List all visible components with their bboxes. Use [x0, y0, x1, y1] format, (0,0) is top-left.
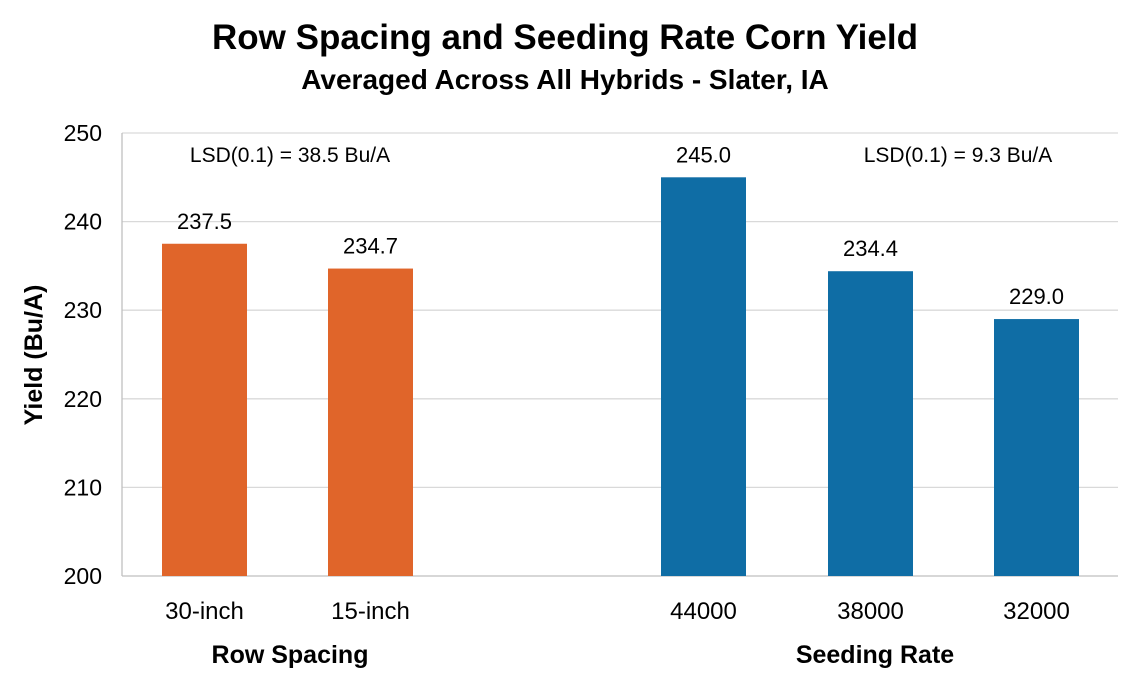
y-tick-label: 240: [64, 209, 102, 235]
labels: LSD(0.1) = 38.5 Bu/A Row Spacing 237.5 30-i…: [165, 142, 1070, 669]
x-tick-label: 32000: [1003, 598, 1070, 625]
bar: [661, 177, 746, 577]
y-tick-label: 200: [64, 563, 102, 589]
group-axis-title: Seeding Rate: [796, 641, 954, 669]
x-tick-label: 38000: [837, 598, 904, 625]
data-label: 234.7: [343, 234, 398, 259]
x-tick-label: 44000: [670, 598, 737, 625]
group-axis-title: Row Spacing: [212, 641, 369, 669]
data-label: 237.5: [177, 209, 232, 234]
y-tick-label: 230: [64, 297, 102, 323]
y-axis-ticks: 200 210 220 230 240 250: [64, 120, 102, 589]
y-axis-title: Yield (Bu/A): [20, 285, 48, 426]
data-label: 234.4: [843, 236, 898, 261]
chart-title: Row Spacing and Seeding Rate Corn Yield: [212, 18, 918, 57]
gridlines: [121, 132, 1118, 577]
x-tick-label: 30-inch: [165, 598, 244, 625]
y-tick-label: 220: [64, 386, 102, 412]
bar: [162, 243, 247, 576]
bar: [828, 271, 913, 576]
bars: [162, 177, 1079, 577]
chart-subtitle: Averaged Across All Hybrids - Slater, IA: [301, 64, 829, 95]
x-tick-label: 15-inch: [331, 598, 410, 625]
y-tick-label: 210: [64, 474, 102, 500]
lsd-annotation: LSD(0.1) = 38.5 Bu/A: [190, 144, 390, 167]
data-label: 229.0: [1009, 284, 1064, 309]
bar: [328, 268, 413, 576]
data-label: 245.0: [676, 142, 731, 167]
lsd-annotation: LSD(0.1) = 9.3 Bu/A: [864, 144, 1053, 167]
y-tick-label: 250: [64, 120, 102, 146]
bar: [994, 319, 1079, 576]
